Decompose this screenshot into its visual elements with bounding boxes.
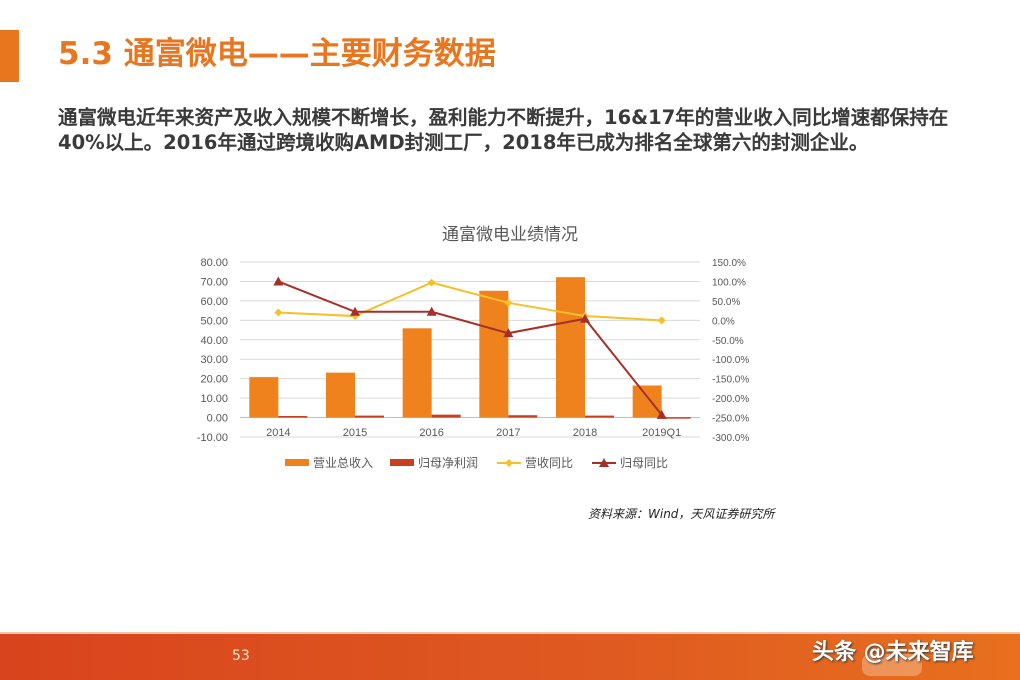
summary-paragraph: 通富微电近年来资产及收入规模不断增长，盈利能力不断提升，16&17年的营业收入同…: [58, 106, 949, 154]
footer-bar: [0, 634, 1020, 680]
svg-text:0.0%: 0.0%: [712, 316, 735, 327]
svg-text:2018: 2018: [573, 427, 597, 439]
title-accent-bar: [0, 30, 19, 82]
svg-text:-100.0%: -100.0%: [712, 355, 749, 366]
svg-text:归母同比: 归母同比: [620, 456, 668, 470]
svg-text:20.00: 20.00: [200, 374, 228, 386]
svg-text:100.0%: 100.0%: [712, 277, 746, 288]
svg-text:40.00: 40.00: [200, 335, 228, 347]
watermark: 头条 @未来智库: [812, 640, 974, 665]
svg-text:0.00: 0.00: [207, 413, 228, 425]
svg-text:归母净利润: 归母净利润: [418, 456, 478, 470]
svg-text:2019Q1: 2019Q1: [642, 427, 681, 439]
svg-text:70.00: 70.00: [200, 276, 228, 288]
svg-text:150.0%: 150.0%: [712, 258, 746, 269]
svg-text:2017: 2017: [496, 427, 520, 439]
svg-text:营收同比: 营收同比: [525, 456, 573, 470]
svg-text:2016: 2016: [419, 427, 443, 439]
page-number: 53: [232, 648, 250, 664]
svg-text:-200.0%: -200.0%: [712, 394, 749, 405]
svg-text:50.00: 50.00: [200, 315, 228, 327]
svg-text:80.00: 80.00: [200, 257, 228, 269]
svg-text:60.00: 60.00: [200, 296, 228, 308]
svg-text:2015: 2015: [343, 427, 367, 439]
svg-text:10.00: 10.00: [200, 393, 228, 405]
svg-text:2014: 2014: [266, 427, 290, 439]
svg-text:30.00: 30.00: [200, 354, 228, 366]
svg-text:营业总收入: 营业总收入: [313, 456, 373, 470]
svg-text:-250.0%: -250.0%: [712, 414, 749, 425]
chart-title: 通富微电业绩情况: [442, 225, 578, 245]
svg-text:-10.00: -10.00: [197, 432, 228, 444]
svg-text:-50.0%: -50.0%: [712, 336, 744, 347]
svg-text:50.0%: 50.0%: [712, 297, 740, 308]
logo-icon: [862, 654, 922, 676]
page-title: 5.3 通富微电——主要财务数据: [58, 36, 496, 72]
source-note: 资料来源：Wind，天风证券研究所: [588, 507, 775, 521]
svg-text:-150.0%: -150.0%: [712, 375, 749, 386]
footer-divider: [0, 632, 1020, 635]
svg-text:-300.0%: -300.0%: [712, 433, 749, 444]
